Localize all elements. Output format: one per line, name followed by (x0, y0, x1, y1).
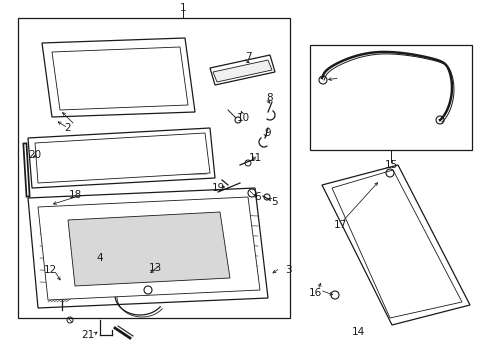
Polygon shape (68, 212, 229, 286)
Polygon shape (213, 60, 271, 82)
Polygon shape (331, 170, 461, 318)
Text: 17: 17 (333, 220, 346, 230)
Text: 10: 10 (236, 113, 249, 123)
Text: 16: 16 (308, 288, 321, 298)
Text: 9: 9 (264, 128, 271, 138)
Text: 14: 14 (351, 327, 364, 337)
Polygon shape (35, 133, 209, 183)
Text: 15: 15 (384, 160, 397, 170)
Text: 21: 21 (81, 330, 95, 340)
Text: 11: 11 (248, 153, 261, 163)
Text: 19: 19 (211, 183, 224, 193)
Bar (309, 45, 471, 150)
Text: 1: 1 (179, 3, 186, 13)
Text: 6: 6 (254, 192, 261, 202)
Text: 13: 13 (148, 263, 162, 273)
Text: 2: 2 (64, 123, 71, 133)
Bar (18, 18, 289, 318)
Polygon shape (38, 197, 260, 300)
Text: 3: 3 (284, 265, 291, 275)
Text: 12: 12 (43, 265, 57, 275)
Text: 8: 8 (266, 93, 273, 103)
Circle shape (235, 117, 241, 123)
Polygon shape (52, 47, 187, 110)
Text: 4: 4 (97, 253, 103, 263)
Text: 20: 20 (28, 150, 41, 160)
Text: 18: 18 (68, 190, 81, 200)
Text: 5: 5 (271, 197, 278, 207)
Text: 7: 7 (244, 52, 251, 62)
